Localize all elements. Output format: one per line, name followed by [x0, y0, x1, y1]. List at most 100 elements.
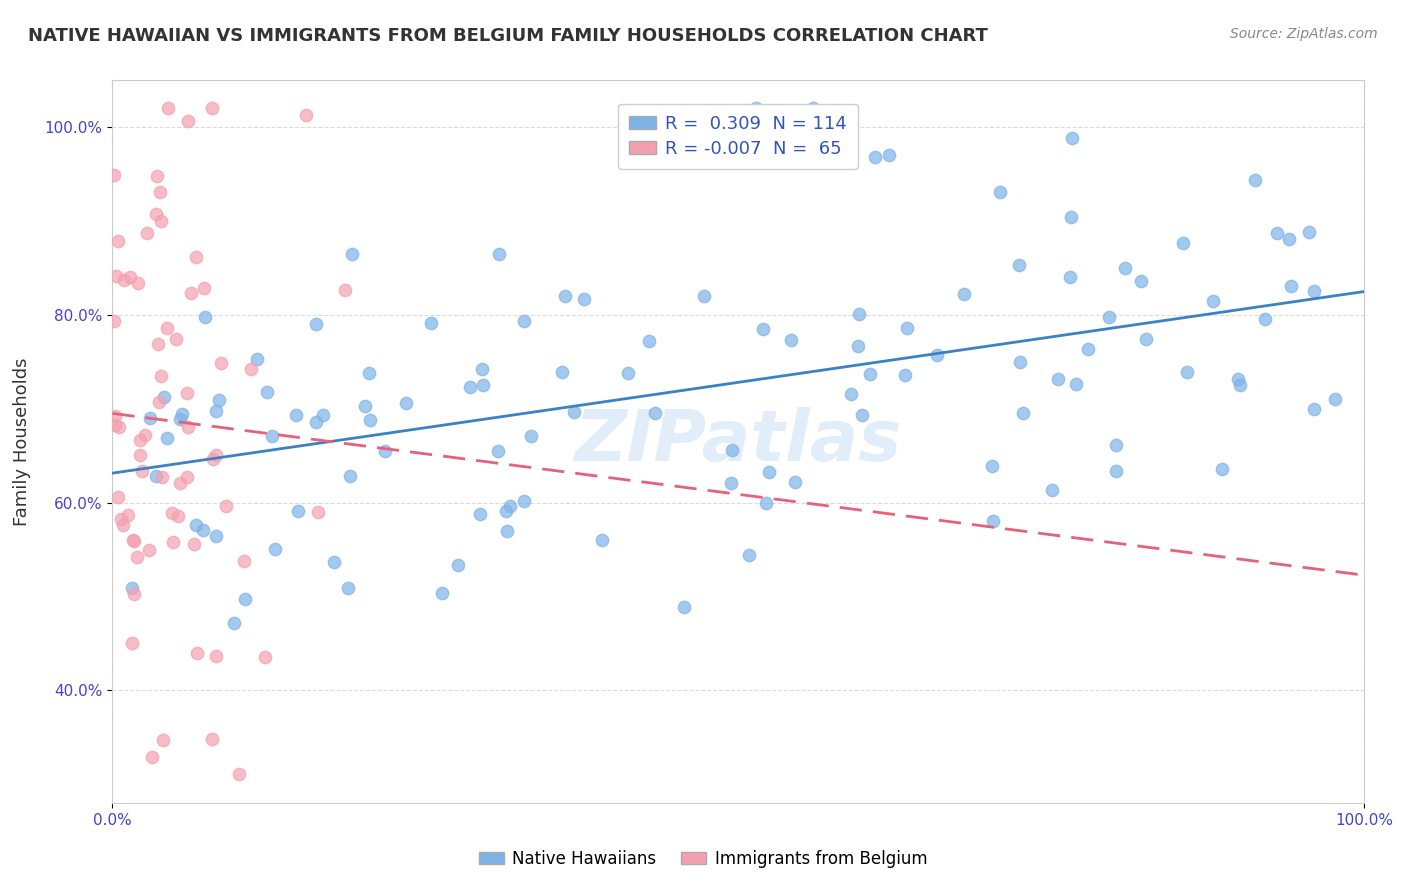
Point [176, 386, 198, 401]
Point [148, 395, 170, 409]
Point [312, 408, 335, 422]
Point [693, 289, 716, 303]
Point [117, 508, 139, 523]
Point [228, 767, 250, 781]
Point [239, 362, 262, 376]
Point [145, 206, 167, 220]
Point [591, 533, 613, 547]
Point [121, 636, 143, 650]
Point [357, 367, 380, 381]
Point [1278, 232, 1301, 246]
Point [209, 356, 232, 370]
Point [186, 646, 208, 660]
Point [104, 268, 127, 283]
Point [256, 384, 278, 399]
Point [287, 504, 309, 518]
Point [752, 322, 775, 336]
Legend: R =  0.309  N = 114, R = -0.007  N =  65: R = 0.309 N = 114, R = -0.007 N = 65 [619, 103, 858, 169]
Point [1077, 342, 1099, 356]
Point [721, 442, 744, 457]
Point [1173, 235, 1195, 250]
Point [170, 407, 193, 421]
Point [103, 168, 125, 182]
Point [131, 464, 153, 478]
Point [156, 431, 179, 445]
Point [1175, 365, 1198, 379]
Point [135, 227, 157, 241]
Point [260, 429, 283, 443]
Point [201, 451, 224, 466]
Point [134, 428, 156, 442]
Point [112, 273, 135, 287]
Text: Source: ZipAtlas.com: Source: ZipAtlas.com [1230, 27, 1378, 41]
Point [927, 348, 949, 362]
Point [141, 750, 163, 764]
Point [1008, 355, 1031, 369]
Point [1265, 226, 1288, 240]
Point [186, 518, 208, 533]
Point [127, 277, 149, 291]
Point [551, 365, 574, 379]
Point [359, 413, 381, 427]
Point [146, 336, 169, 351]
Point [145, 468, 167, 483]
Point [1060, 211, 1083, 225]
Point [138, 543, 160, 558]
Point [1105, 438, 1128, 452]
Point [157, 102, 180, 116]
Point [470, 507, 492, 521]
Point [295, 107, 318, 121]
Point [129, 448, 152, 462]
Point [1135, 332, 1157, 346]
Point [107, 419, 129, 434]
Point [177, 114, 200, 128]
Point [307, 505, 329, 519]
Point [204, 529, 226, 543]
Point [846, 339, 869, 353]
Point [1046, 372, 1069, 386]
Point [139, 411, 162, 425]
Point [894, 368, 917, 382]
Point [859, 368, 882, 382]
Point [205, 404, 228, 418]
Point [673, 600, 696, 615]
Point [162, 535, 184, 549]
Point [1105, 465, 1128, 479]
Point [419, 317, 441, 331]
Point [155, 320, 177, 334]
Point [801, 102, 824, 116]
Point [562, 405, 585, 419]
Point [458, 380, 481, 394]
Point [169, 475, 191, 490]
Point [146, 169, 169, 184]
Point [120, 269, 142, 284]
Point [194, 310, 217, 324]
Point [107, 234, 129, 248]
Point [180, 285, 202, 300]
Point [617, 367, 640, 381]
Point [865, 150, 887, 164]
Point [1064, 376, 1087, 391]
Point [152, 732, 174, 747]
Point [125, 549, 148, 564]
Point [394, 396, 416, 410]
Point [644, 406, 666, 420]
Point [1324, 392, 1347, 406]
Point [1130, 274, 1153, 288]
Point [654, 140, 676, 154]
Point [121, 581, 143, 595]
Point [472, 378, 495, 392]
Point [177, 420, 200, 434]
Point [513, 494, 536, 508]
Point [1008, 258, 1031, 272]
Point [165, 332, 187, 346]
Point [1254, 312, 1277, 326]
Point [988, 185, 1011, 199]
Point [574, 293, 596, 307]
Point [879, 147, 901, 161]
Point [176, 470, 198, 484]
Point [1226, 372, 1249, 386]
Legend: Native Hawaiians, Immigrants from Belgium: Native Hawaiians, Immigrants from Belgiu… [472, 844, 934, 875]
Point [191, 524, 214, 538]
Point [953, 286, 976, 301]
